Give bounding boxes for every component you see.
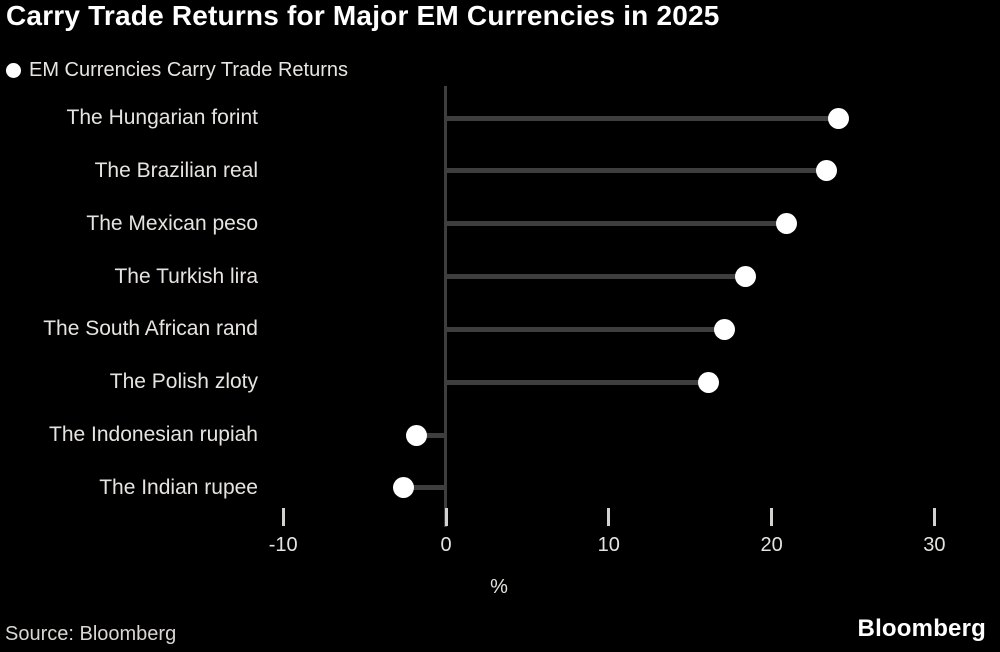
x-axis-tick-label: -10 (268, 534, 298, 556)
x-axis-tick-label: 30 (923, 534, 946, 556)
legend-circle-icon (6, 63, 21, 78)
x-axis-tick-mark (281, 508, 285, 526)
x-axis-tick-label: 20 (760, 534, 783, 556)
data-point-dot (816, 160, 838, 182)
data-point-dot (713, 318, 735, 340)
legend-label: EM Currencies Carry Trade Returns (29, 59, 348, 81)
category-label: The Polish zloty (109, 370, 258, 394)
x-axis-tick-mark (607, 508, 611, 526)
data-point-dot (393, 477, 415, 499)
category-label: The Hungarian forint (66, 106, 258, 129)
category-label: The Turkish lira (114, 264, 258, 288)
zero-axis-line (444, 86, 447, 527)
x-axis-tick-label: 10 (597, 534, 620, 556)
stem-line (446, 168, 827, 174)
stem-line (446, 221, 787, 227)
data-point-dot (406, 424, 428, 446)
bloomberg-logo: Bloomberg (857, 615, 986, 642)
category-label: The Mexican peso (86, 211, 258, 235)
source-note: Source: Bloomberg (5, 623, 177, 645)
stem-line (446, 326, 725, 332)
stem-line (446, 274, 746, 280)
x-axis-unit-label: % (490, 576, 508, 598)
x-axis-tick-mark (770, 508, 774, 526)
data-point-dot (735, 266, 757, 288)
x-axis-tick-mark (444, 508, 448, 526)
category-label: The Indian rupee (99, 475, 258, 499)
chart-title: Carry Trade Returns for Major EM Currenc… (6, 0, 720, 31)
data-point-dot (827, 107, 849, 129)
legend: EM Currencies Carry Trade Returns (6, 59, 348, 82)
x-axis-tick-label: 0 (440, 534, 452, 556)
category-label: The South African rand (43, 317, 258, 341)
category-label: The Indonesian rupiah (49, 423, 258, 447)
x-axis-tick-mark (932, 508, 936, 526)
data-point-dot (775, 213, 797, 235)
stem-line (416, 432, 446, 438)
data-point-dot (697, 371, 719, 393)
stem-line (403, 485, 446, 491)
category-label: The Brazilian real (94, 158, 258, 182)
stem-line (446, 115, 839, 121)
stem-line (446, 379, 709, 385)
